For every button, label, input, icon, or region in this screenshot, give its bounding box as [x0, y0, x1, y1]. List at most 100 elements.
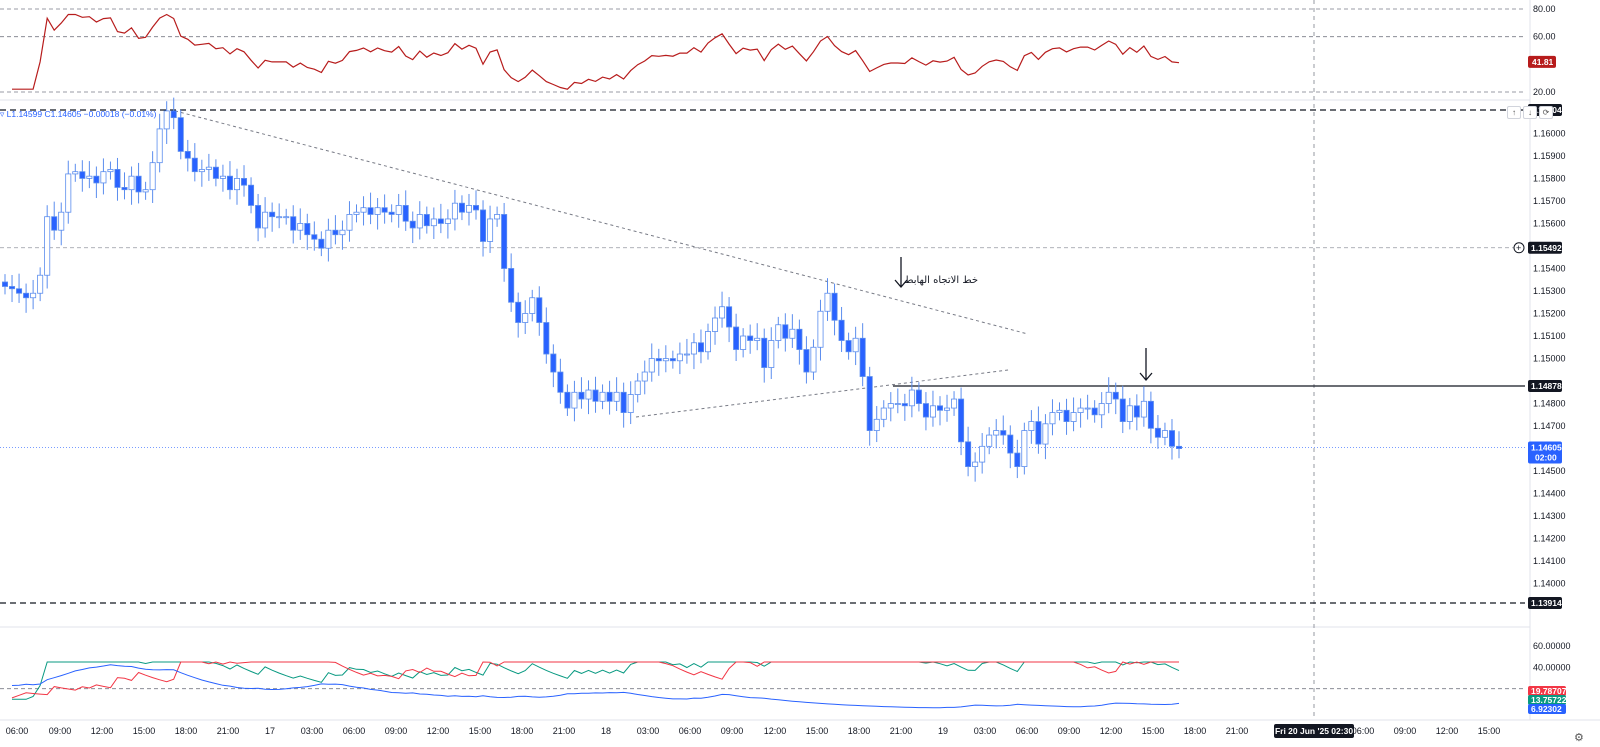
rsi-value-tag	[1528, 55, 1556, 68]
price-tick-label: 1.15000	[1533, 354, 1566, 364]
candle-body	[944, 407, 951, 411]
candle-body	[1007, 434, 1014, 454]
candle-body	[803, 349, 810, 373]
candle-body	[311, 234, 318, 240]
time-tick-label: 21:00	[217, 726, 240, 736]
scroll-up-button[interactable]: ↑	[1507, 106, 1521, 119]
candle-body	[86, 175, 93, 179]
reset-scale-button[interactable]: ⟳	[1539, 106, 1553, 119]
dmi-value-text: 6.92302	[1531, 704, 1562, 714]
candle-body	[339, 229, 346, 236]
candle-body	[107, 169, 114, 173]
candle-body	[993, 430, 1000, 436]
price-tick-label: 1.15600	[1533, 218, 1566, 228]
candle-body	[51, 216, 58, 231]
candle-body	[156, 128, 163, 164]
time-tick-label: 18:00	[848, 726, 871, 736]
candle-body	[360, 207, 367, 213]
time-tick-label: 18:00	[175, 726, 198, 736]
dmi-minus-line	[11, 661, 1179, 699]
time-tick-label: 09:00	[1058, 726, 1081, 736]
candle-body	[768, 340, 775, 368]
dmi-value-text: 13.75722	[1531, 695, 1567, 705]
candle-body	[1154, 427, 1161, 438]
candle-body	[44, 216, 51, 276]
scroll-down-button[interactable]: ↓	[1523, 106, 1537, 119]
candle-body	[536, 297, 543, 323]
descending-trendline	[174, 110, 1028, 335]
candle-body	[1084, 407, 1091, 410]
tag-horizontal-line	[1528, 379, 1562, 392]
candle-body	[388, 211, 395, 215]
candle-body	[494, 214, 501, 220]
tag-bottom-level-text: 1.13914	[1531, 598, 1562, 608]
candle-body	[620, 391, 627, 413]
candle-body	[262, 211, 269, 229]
candle-body	[789, 328, 796, 339]
candle-body	[30, 292, 37, 299]
candle-body	[1056, 409, 1063, 413]
candle-body	[894, 403, 901, 405]
candle-body	[346, 214, 353, 231]
tag-bottom-level	[1528, 597, 1562, 609]
price-tick-label: 1.14000	[1533, 579, 1566, 589]
candle-body	[712, 317, 719, 332]
candle-body	[170, 110, 177, 119]
time-tick-label: 15:00	[1478, 726, 1501, 736]
candle-body	[1035, 421, 1042, 445]
time-tick-label: 06:00	[679, 726, 702, 736]
candle-body	[1133, 405, 1140, 418]
candle-body	[241, 178, 248, 186]
candle-body	[1021, 430, 1028, 467]
candle-body	[824, 292, 831, 312]
candle-body	[121, 187, 128, 191]
candle-body	[16, 288, 23, 294]
candle-body	[613, 391, 620, 402]
candle-body	[972, 461, 979, 467]
candle-body	[726, 306, 733, 328]
tag-current-price-text: 1.14605	[1531, 442, 1562, 452]
grid	[0, 0, 1600, 721]
candle-body	[676, 353, 683, 362]
candle-body	[177, 117, 184, 152]
candle-body	[1000, 430, 1007, 436]
candle-body	[1140, 400, 1147, 418]
time-tick-label: 03:00	[637, 726, 660, 736]
time-tick-label: 06:00	[1016, 726, 1039, 736]
candle-body	[951, 398, 958, 409]
price-tick-label: 1.15100	[1533, 331, 1566, 341]
candle-body	[1028, 421, 1035, 431]
candle-body	[269, 211, 276, 218]
candle-body	[915, 389, 922, 404]
settings-gear-icon[interactable]: ⚙	[1574, 732, 1584, 744]
candle-body	[381, 207, 388, 213]
rsi-tick-label: 20.00	[1533, 87, 1556, 97]
candle-body	[922, 403, 929, 418]
candle-body	[480, 209, 487, 242]
candle-body	[1077, 407, 1084, 413]
candle-body	[958, 398, 965, 443]
time-axis[interactable]: 06:00 09:00 12:00 15:00 18:00 21:00 17 03:00 06:…	[6, 724, 1501, 738]
candle-body	[465, 205, 472, 213]
candle-body	[564, 391, 571, 409]
candle-body	[1049, 412, 1056, 425]
annotation-label: خط الاتجاه الهابط	[904, 275, 978, 286]
ascending-trendline	[635, 369, 1011, 418]
crosshair-time-text: Fri 20 Jun '25 02:30	[1275, 726, 1353, 736]
candle-body	[135, 175, 142, 193]
candle-body	[58, 211, 65, 231]
time-tick-label: 17	[265, 726, 275, 736]
candle-body	[515, 301, 522, 323]
candle-body	[248, 184, 255, 206]
candle-body	[219, 175, 226, 179]
price-tick-label: 1.14300	[1533, 511, 1566, 521]
candle-body	[290, 216, 297, 231]
candle-body	[1126, 405, 1133, 422]
candle-body	[761, 337, 768, 368]
candle-body	[592, 389, 599, 402]
candle-body	[1098, 403, 1105, 416]
candle-body	[93, 175, 100, 184]
price-scale[interactable]: 80.00 60.00 20.00 41.81 1.16000 1.15900 1.1580…	[1513, 4, 1571, 714]
tag-current-price	[1528, 441, 1562, 464]
